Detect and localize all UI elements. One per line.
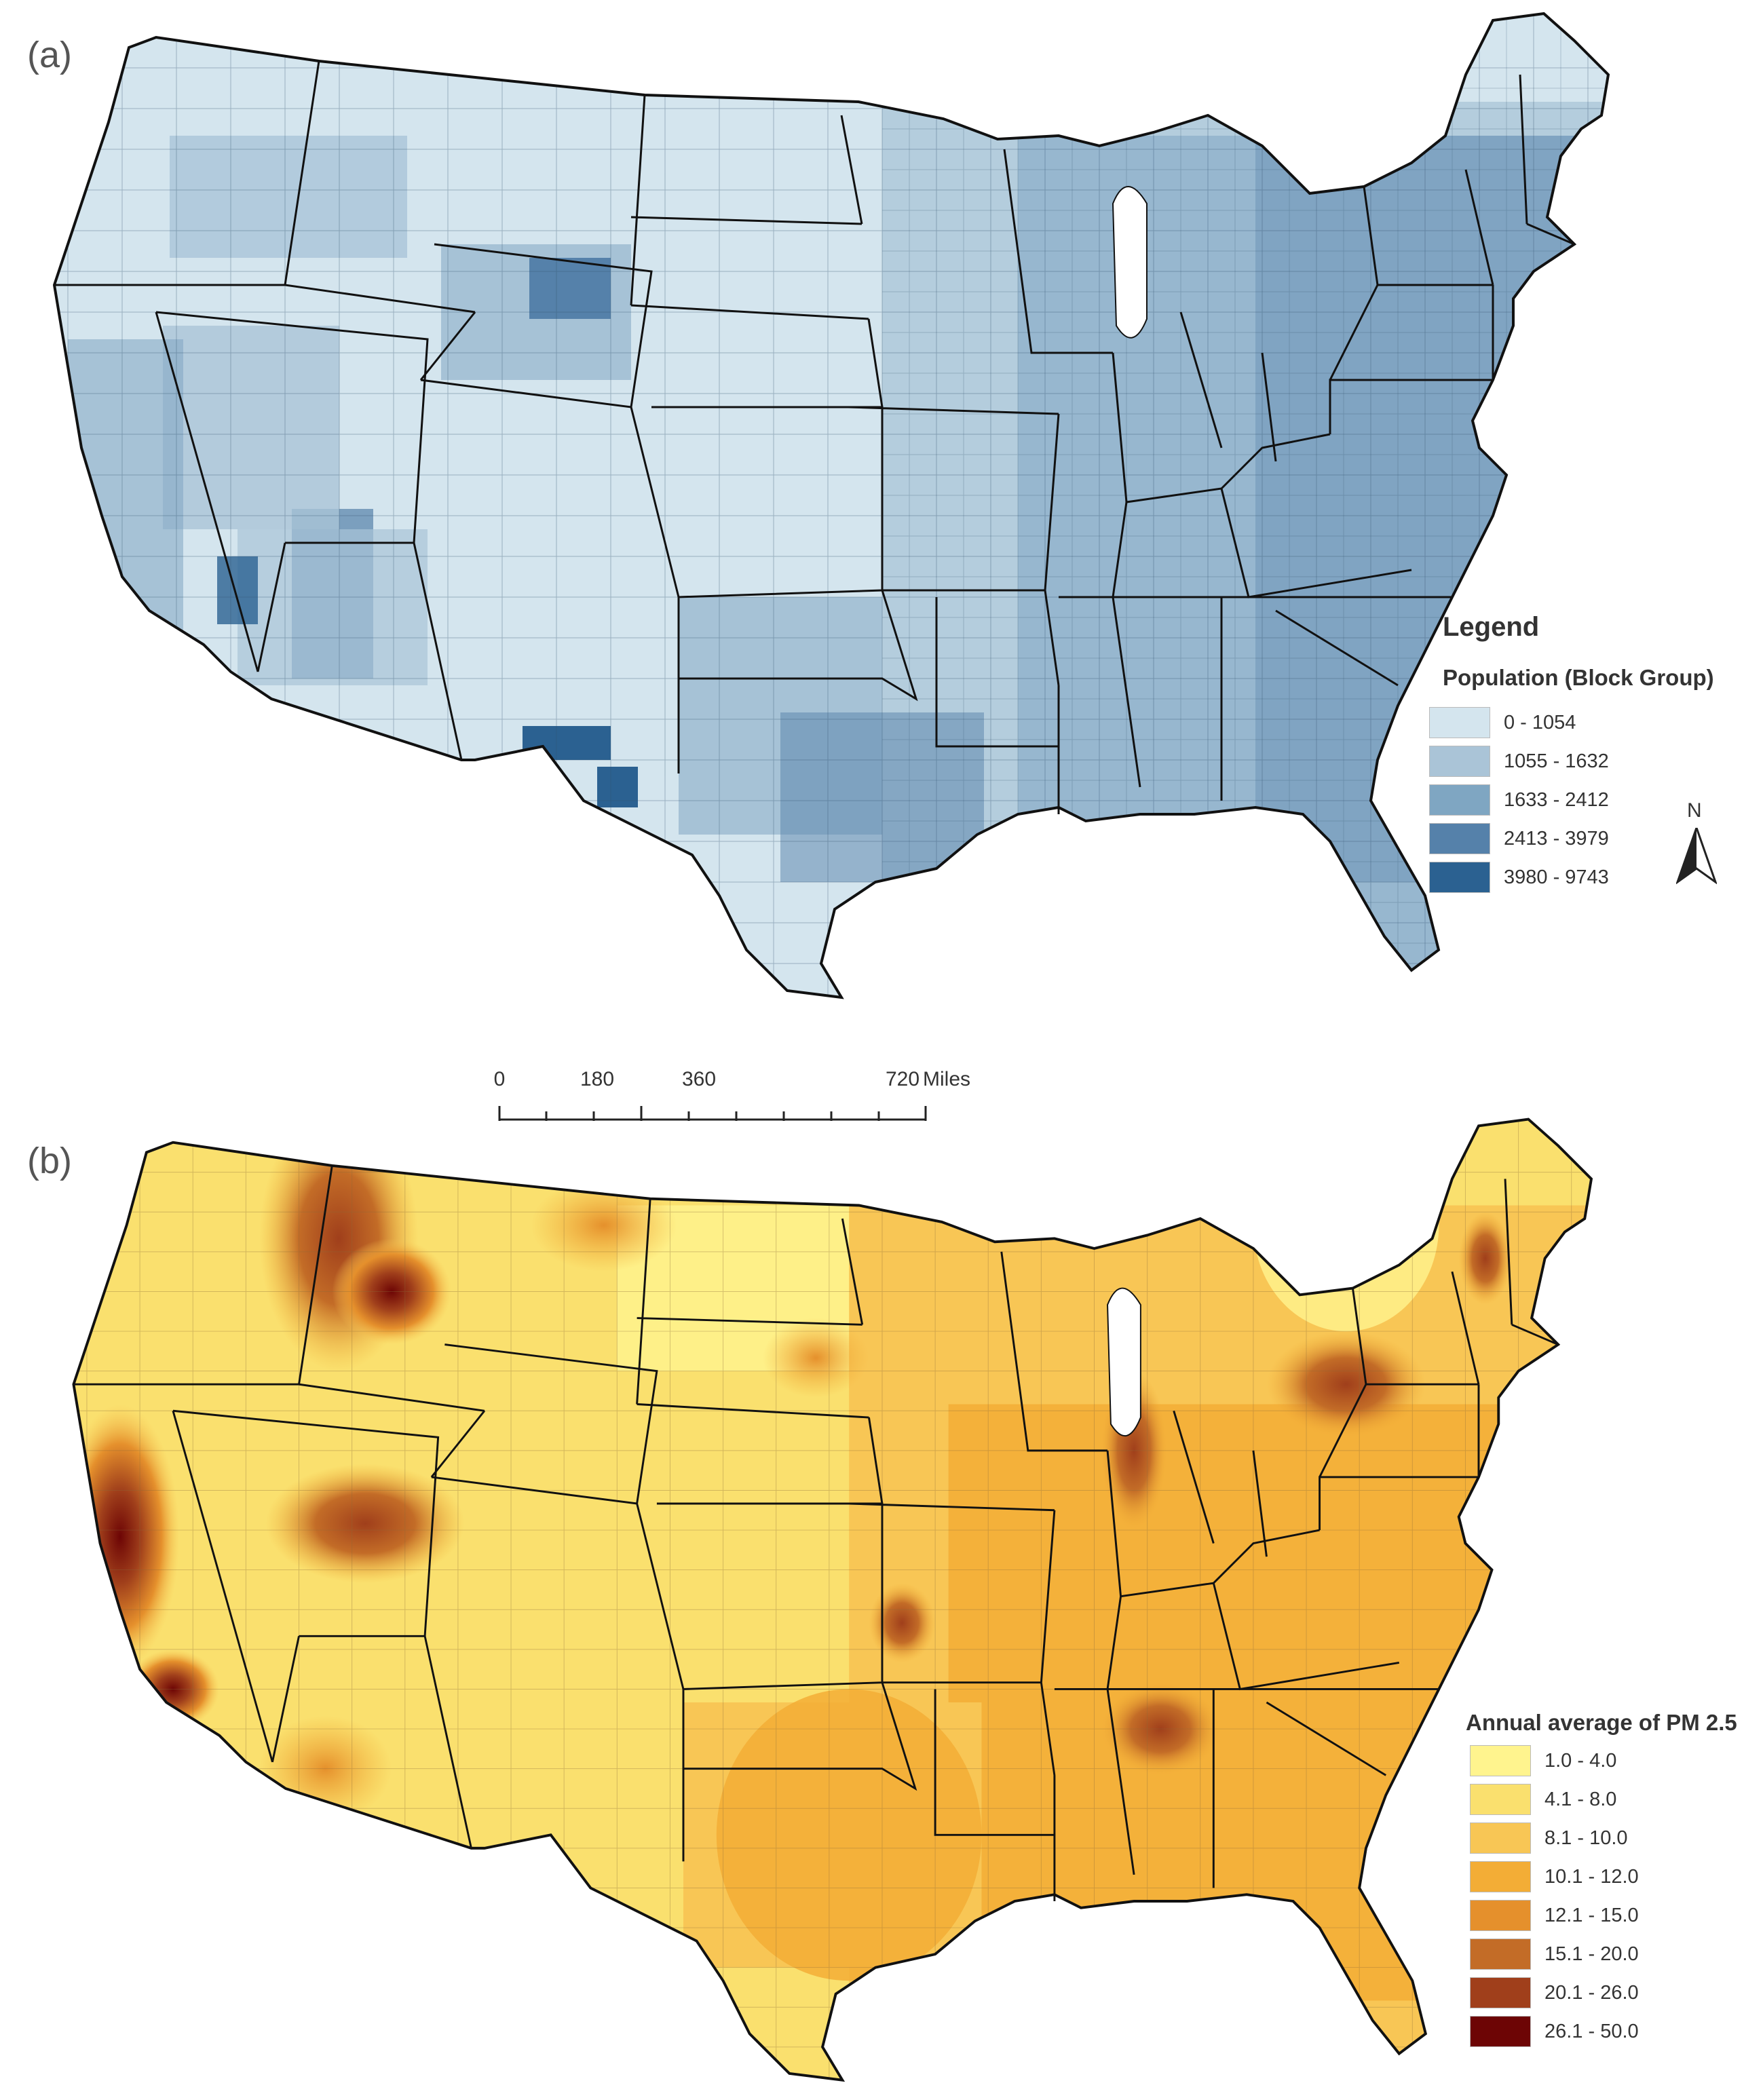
pm25-map [72, 1118, 1593, 2082]
panel-a-label: (a) [27, 35, 72, 75]
legend-b-swatch [1470, 1822, 1531, 1854]
legend-a-swatch [1429, 823, 1490, 854]
legend-b-label: 1.0 - 4.0 [1544, 1749, 1617, 1772]
legend-a-label: 1633 - 2412 [1504, 788, 1609, 811]
legend-subtitle-b: Annual average of PM 2.5 [1466, 1710, 1737, 1735]
legend-b-row: 26.1 - 50.0 [1470, 2015, 1639, 2048]
legend-title-a: Legend [1443, 612, 1540, 642]
legend-b-swatch [1470, 1939, 1531, 1970]
legend-b-label: 15.1 - 20.0 [1544, 1943, 1639, 1965]
legend-b-swatch [1470, 1861, 1531, 1892]
legend-b-label: 8.1 - 10.0 [1544, 1827, 1628, 1849]
legend-a-swatch [1429, 784, 1490, 816]
legend-b-row: 8.1 - 10.0 [1470, 1821, 1628, 1855]
legend-b-label: 4.1 - 8.0 [1544, 1788, 1617, 1810]
scale-tick-360: 360 [681, 1068, 717, 1090]
legend-b-label: 26.1 - 50.0 [1544, 2020, 1639, 2042]
legend-b-row: 15.1 - 20.0 [1470, 1937, 1639, 1971]
legend-b-swatch [1470, 2016, 1531, 2047]
legend-b-label: 20.1 - 26.0 [1544, 1981, 1639, 2004]
legend-b-swatch [1470, 1745, 1531, 1776]
north-arrow-icon [1676, 828, 1717, 885]
legend-b-row: 12.1 - 15.0 [1470, 1898, 1639, 1932]
legend-a-row: 1633 - 2412 [1429, 783, 1609, 817]
legend-a-swatch [1429, 862, 1490, 893]
north-label: N [1687, 799, 1702, 822]
legend-a-swatch [1429, 707, 1490, 738]
legend-a-row: 3980 - 9743 [1429, 860, 1609, 894]
legend-b-row: 1.0 - 4.0 [1470, 1744, 1616, 1778]
legend-b-row: 4.1 - 8.0 [1470, 1782, 1616, 1816]
legend-subtitle-a: Population (Block Group) [1443, 665, 1714, 690]
scale-tick-180: 180 [580, 1068, 615, 1090]
legend-a-label: 1055 - 1632 [1504, 750, 1609, 772]
legend-a-label: 0 - 1054 [1504, 711, 1576, 733]
scale-unit: Miles [923, 1068, 971, 1090]
legend-b-row: 10.1 - 12.0 [1470, 1860, 1639, 1894]
legend-a-label: 2413 - 3979 [1504, 827, 1609, 849]
legend-a-label: 3980 - 9743 [1504, 866, 1609, 888]
legend-b-swatch [1470, 1784, 1531, 1815]
legend-a-row: 1055 - 1632 [1429, 744, 1609, 778]
legend-b-swatch [1470, 1900, 1531, 1931]
legend-a-row: 0 - 1054 [1429, 706, 1576, 740]
legend-b-swatch [1470, 1977, 1531, 2008]
legend-a-row: 2413 - 3979 [1429, 822, 1609, 856]
legend-a-swatch [1429, 746, 1490, 777]
legend-b-label: 12.1 - 15.0 [1544, 1904, 1639, 1926]
panel-b-label: (b) [27, 1141, 72, 1181]
legend-b-row: 20.1 - 26.0 [1470, 1976, 1639, 2010]
scale-tick-0: 0 [493, 1068, 506, 1090]
legend-b-label: 10.1 - 12.0 [1544, 1865, 1639, 1888]
scale-tick-720: 720 [885, 1068, 920, 1090]
scale-bar [498, 1106, 927, 1121]
